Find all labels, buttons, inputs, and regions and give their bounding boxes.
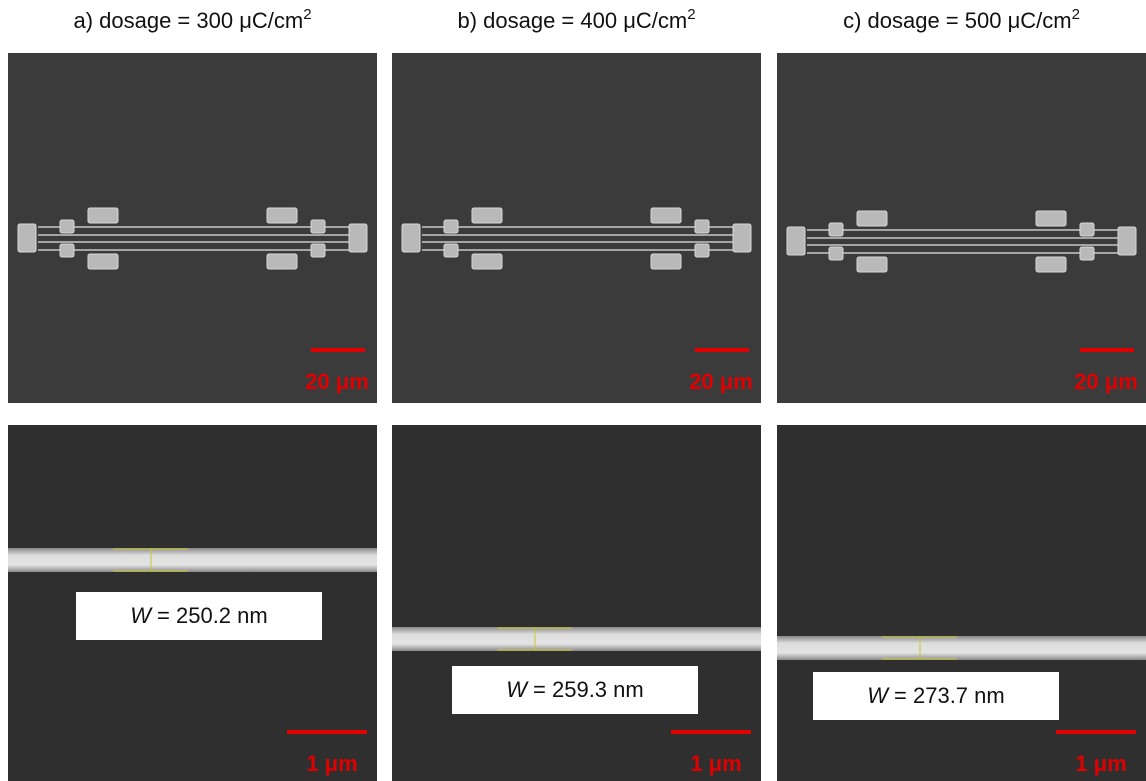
overview-image: 20 μm: [8, 53, 377, 403]
title-text: c) dosage = 500 μC/cm: [843, 8, 1072, 33]
overview-image: 20 μm: [777, 53, 1146, 403]
detail-image: W= 259.3 nm 1 μm: [392, 425, 761, 781]
scale-label: 1 μm: [1075, 751, 1126, 776]
contact-pad: [444, 244, 458, 257]
scale-bar: [1056, 730, 1136, 734]
width-value: = 273.7 nm: [894, 683, 1005, 708]
scale-bar: [311, 348, 365, 352]
scale-bar: [695, 348, 749, 352]
title-text: b) dosage = 400 μC/cm: [457, 8, 687, 33]
detail-image: W= 273.7 nm 1 μm: [777, 425, 1146, 781]
overview-image: 20 μm: [392, 53, 761, 403]
sem-background: [777, 425, 1146, 781]
scale-label: 1 μm: [306, 751, 357, 776]
title-superscript: 2: [687, 6, 695, 23]
contact-pad: [857, 211, 887, 226]
title-superscript: 2: [303, 6, 311, 23]
panel-title: b) dosage = 400 μC/cm2: [457, 6, 695, 33]
sem-background: [392, 425, 761, 781]
contact-pad: [88, 208, 118, 223]
detail-image: W= 250.2 nm 1 μm: [8, 425, 377, 781]
width-label: W= 259.3 nm: [506, 677, 643, 702]
contact-pad: [472, 208, 502, 223]
width-symbol: W: [506, 677, 529, 702]
scale-label: 20 μm: [305, 369, 369, 394]
figure: a) dosage = 300 μC/cm220 μmW= 250.2 nm1 …: [0, 0, 1146, 781]
contact-pad: [787, 227, 805, 255]
contact-pad: [829, 223, 843, 236]
nanowire: [392, 627, 761, 651]
contact-pad: [651, 254, 681, 269]
contact-pad: [60, 220, 74, 233]
contact-pad: [402, 224, 420, 252]
contact-pad: [1036, 257, 1066, 272]
width-symbol: W: [130, 603, 153, 628]
contact-pad: [651, 208, 681, 223]
scale-bar: [1080, 348, 1134, 352]
width-symbol: W: [867, 683, 890, 708]
scale-bar: [671, 730, 751, 734]
contact-pad: [695, 244, 709, 257]
panel-title: a) dosage = 300 μC/cm2: [73, 6, 311, 33]
contact-pad: [1080, 223, 1094, 236]
contact-pad: [733, 224, 751, 252]
nanowire: [777, 636, 1146, 660]
contact-pad: [1118, 227, 1136, 255]
contact-pad: [829, 247, 843, 260]
title-text: a) dosage = 300 μC/cm: [73, 8, 303, 33]
contact-pad: [695, 220, 709, 233]
scale-label: 20 μm: [689, 369, 753, 394]
width-label: W= 273.7 nm: [867, 683, 1004, 708]
contact-pad: [444, 220, 458, 233]
panel-title: c) dosage = 500 μC/cm2: [843, 6, 1080, 33]
contact-pad: [267, 254, 297, 269]
contact-pad: [88, 254, 118, 269]
contact-pad: [60, 244, 74, 257]
width-value: = 250.2 nm: [157, 603, 268, 628]
contact-pad: [1036, 211, 1066, 226]
width-label: W= 250.2 nm: [130, 603, 267, 628]
contact-pad: [472, 254, 502, 269]
nanowire: [8, 548, 377, 572]
contact-pad: [311, 220, 325, 233]
contact-pad: [311, 244, 325, 257]
contact-pad: [349, 224, 367, 252]
scale-label: 1 μm: [690, 751, 741, 776]
title-superscript: 2: [1072, 6, 1080, 23]
contact-pad: [18, 224, 36, 252]
contact-pad: [267, 208, 297, 223]
contact-pad: [1080, 247, 1094, 260]
scale-bar: [287, 730, 367, 734]
contact-pad: [857, 257, 887, 272]
scale-label: 20 μm: [1074, 369, 1138, 394]
width-value: = 259.3 nm: [533, 677, 644, 702]
